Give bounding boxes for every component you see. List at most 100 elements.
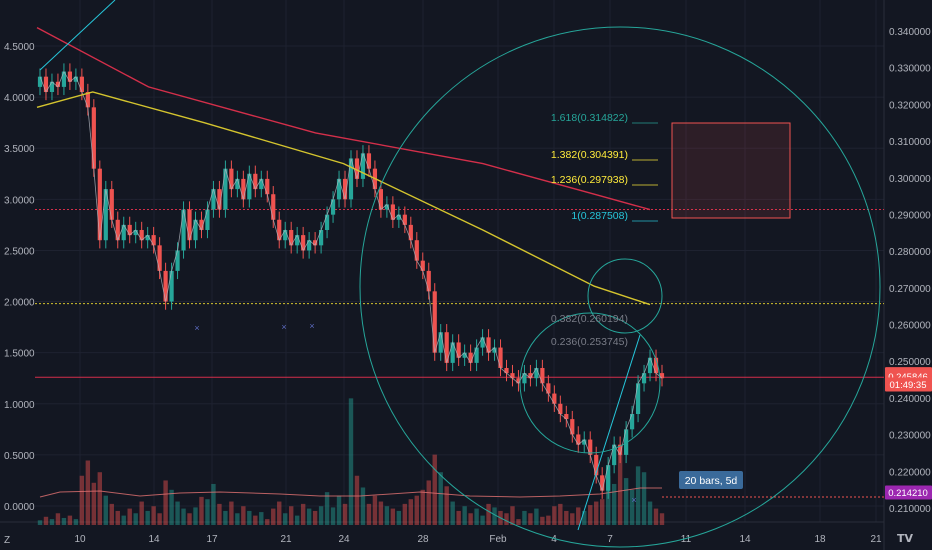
- fib-levels[interactable]: 1.618(0.314822) 1.382(0.304391) 1.236(0.29…: [551, 112, 658, 348]
- candle-body: [121, 224, 126, 241]
- volume-bar: [659, 513, 665, 525]
- volume-bar: [570, 513, 575, 525]
- candle-body: [163, 270, 168, 302]
- volume-bar: [49, 519, 55, 525]
- candle-body: [432, 291, 437, 353]
- candle-body: [414, 240, 419, 261]
- candle-body: [570, 419, 575, 435]
- volume-bar: [277, 501, 282, 525]
- volume-bar: [163, 480, 168, 525]
- candles: [37, 63, 665, 499]
- candle-body: [510, 373, 515, 379]
- candle-body: [211, 189, 216, 210]
- candle-body: [318, 230, 324, 246]
- drawing-tools[interactable]: × × × ×: [39, 0, 884, 548]
- volume-bar: [330, 507, 336, 525]
- candle-body: [157, 245, 162, 271]
- volume-bar: [474, 508, 479, 525]
- candle-body: [265, 178, 270, 195]
- x-marker: ×: [631, 495, 636, 505]
- candle-body: [301, 235, 306, 251]
- volume-ma-line: [39, 487, 662, 498]
- volume-bar: [127, 508, 132, 525]
- candle-body: [516, 378, 521, 384]
- volume-bar: [283, 513, 288, 525]
- volume-bar: [175, 501, 180, 525]
- price-tag-label: 01:49:35: [890, 380, 927, 391]
- candle-body: [474, 347, 479, 363]
- volume-bar: [247, 510, 252, 525]
- volume-bar: [522, 510, 527, 525]
- x-axis[interactable]: 10 14 17 21 24 28 Feb 4 7 11 14 18 21: [0, 521, 884, 545]
- right-tick-label: 0.220000: [889, 467, 931, 478]
- candle-body: [73, 76, 78, 82]
- volume-bar: [121, 515, 126, 525]
- left-tick-label: 2.5000: [4, 246, 35, 257]
- candle-body: [313, 240, 318, 246]
- moving-average-line: [36, 91, 651, 306]
- right-tick-label: 0.300000: [889, 174, 931, 185]
- candle-body: [528, 373, 533, 379]
- candle-body: [635, 383, 641, 414]
- candle-body: [283, 230, 288, 241]
- candle-body: [277, 219, 282, 241]
- right-tick-label: 0.210000: [889, 504, 931, 515]
- x-tick-label: 10: [74, 534, 86, 545]
- price-tag-label: 0.214210: [888, 488, 928, 499]
- candle-body: [624, 429, 629, 455]
- candle-body: [360, 153, 366, 179]
- horizontal-lines[interactable]: [35, 209, 884, 378]
- volume-bar: [594, 501, 599, 525]
- candle-body: [641, 373, 647, 384]
- candle-body: [659, 373, 665, 379]
- volume-bar: [438, 472, 443, 525]
- fib-level-label: 1.236(0.297938): [551, 174, 628, 186]
- volume-bar: [151, 506, 156, 525]
- x-tick-label: 14: [739, 534, 751, 545]
- volume-bars: [37, 398, 665, 525]
- volume-bar: [67, 515, 73, 525]
- callout-box: [679, 471, 743, 489]
- candle-body: [558, 403, 563, 414]
- candle-body: [241, 178, 246, 200]
- x-tick-label: 4: [551, 534, 557, 545]
- x-tick-label: 28: [417, 534, 429, 545]
- candle-body: [145, 235, 150, 241]
- price-tags: 0.2464780.24584601:49:350.214210: [885, 367, 932, 500]
- candle-body: [37, 76, 43, 87]
- left-axis: 4.5000 4.0000 3.5000 3.0000 2.5000 2.0000 1.50…: [4, 42, 35, 513]
- volume-bar: [318, 506, 324, 525]
- right-tick-label: 0.280000: [889, 247, 931, 258]
- x-tick-label: 18: [814, 534, 826, 545]
- candle-body: [582, 439, 587, 445]
- volume-bar: [576, 507, 581, 525]
- x-tick-label: 7: [607, 534, 613, 545]
- volume-bar: [540, 516, 545, 525]
- volume-bar: [468, 513, 473, 525]
- bottom-left-mark[interactable]: Z: [4, 535, 10, 546]
- x-tick-label: 21: [280, 534, 292, 545]
- right-tick-label: 0.250000: [889, 357, 931, 368]
- volume-bar: [492, 507, 497, 525]
- candle-body: [253, 173, 258, 190]
- right-tick-label: 0.240000: [889, 394, 931, 405]
- volume-bar: [97, 472, 103, 525]
- target-zone: [671, 122, 791, 219]
- volume-bar: [229, 501, 234, 525]
- volume-bar: [187, 513, 192, 525]
- right-tick-label: 0.330000: [889, 64, 931, 75]
- volume-bar: [157, 513, 162, 525]
- volume-bar: [43, 516, 49, 525]
- candle-body: [109, 189, 114, 220]
- right-axis[interactable]: 0.340000 0.330000 0.320000 0.310000 0.300000…: [883, 0, 931, 550]
- left-tick-label: 2.0000: [4, 298, 35, 309]
- volume-bar: [354, 475, 360, 525]
- candle-body: [653, 357, 659, 374]
- volume-bar: [528, 513, 533, 525]
- candle-body: [61, 71, 67, 87]
- volume-bar: [145, 510, 150, 525]
- x-marker: ×: [281, 322, 286, 332]
- volume-bar: [348, 398, 354, 525]
- tradingview-logo[interactable]: TV: [897, 532, 914, 545]
